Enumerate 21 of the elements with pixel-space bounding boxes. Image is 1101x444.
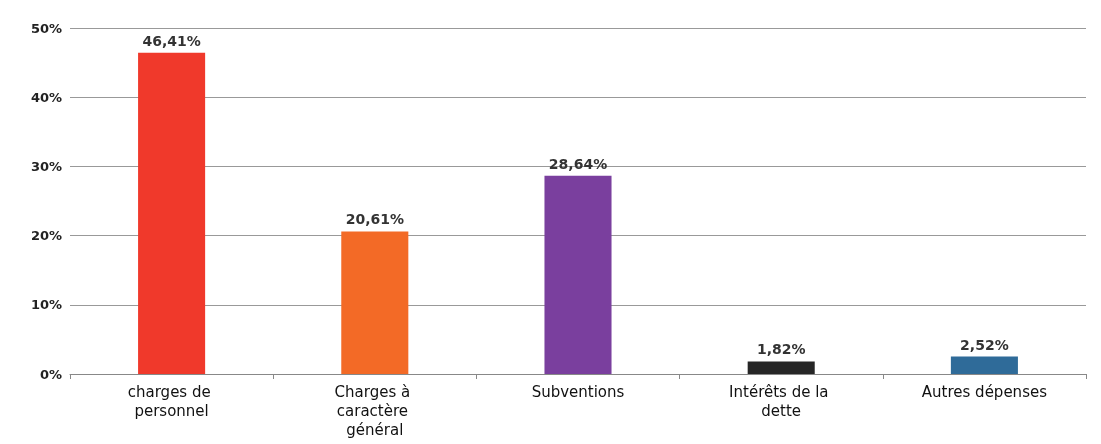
y-tick-label: 10% [30,297,62,313]
x-tick-label: Intérêts de la dette [729,382,834,420]
x-tick-label: Autres dépenses [921,382,1048,401]
data-label: 28,64% [548,155,608,172]
x-tick-label: charges de personnel [127,382,216,420]
bar [544,175,612,374]
bar [138,52,206,374]
bar [747,361,815,374]
y-tick-label: 40% [30,89,62,105]
x-tick-label: Charges à caractère général [334,382,415,439]
x-tick-label: Subventions [531,382,625,401]
bar [341,231,409,374]
data-label: 1,82% [756,341,806,358]
bar [950,356,1018,374]
data-label: 20,61% [345,211,404,228]
y-tick-label: 20% [30,228,62,244]
data-label: 46,41% [142,32,201,49]
y-tick-label: 50% [30,20,62,36]
data-label: 2,52% [960,336,1009,353]
y-tick-label: 0% [39,366,62,382]
y-tick-label: 30% [30,158,62,174]
